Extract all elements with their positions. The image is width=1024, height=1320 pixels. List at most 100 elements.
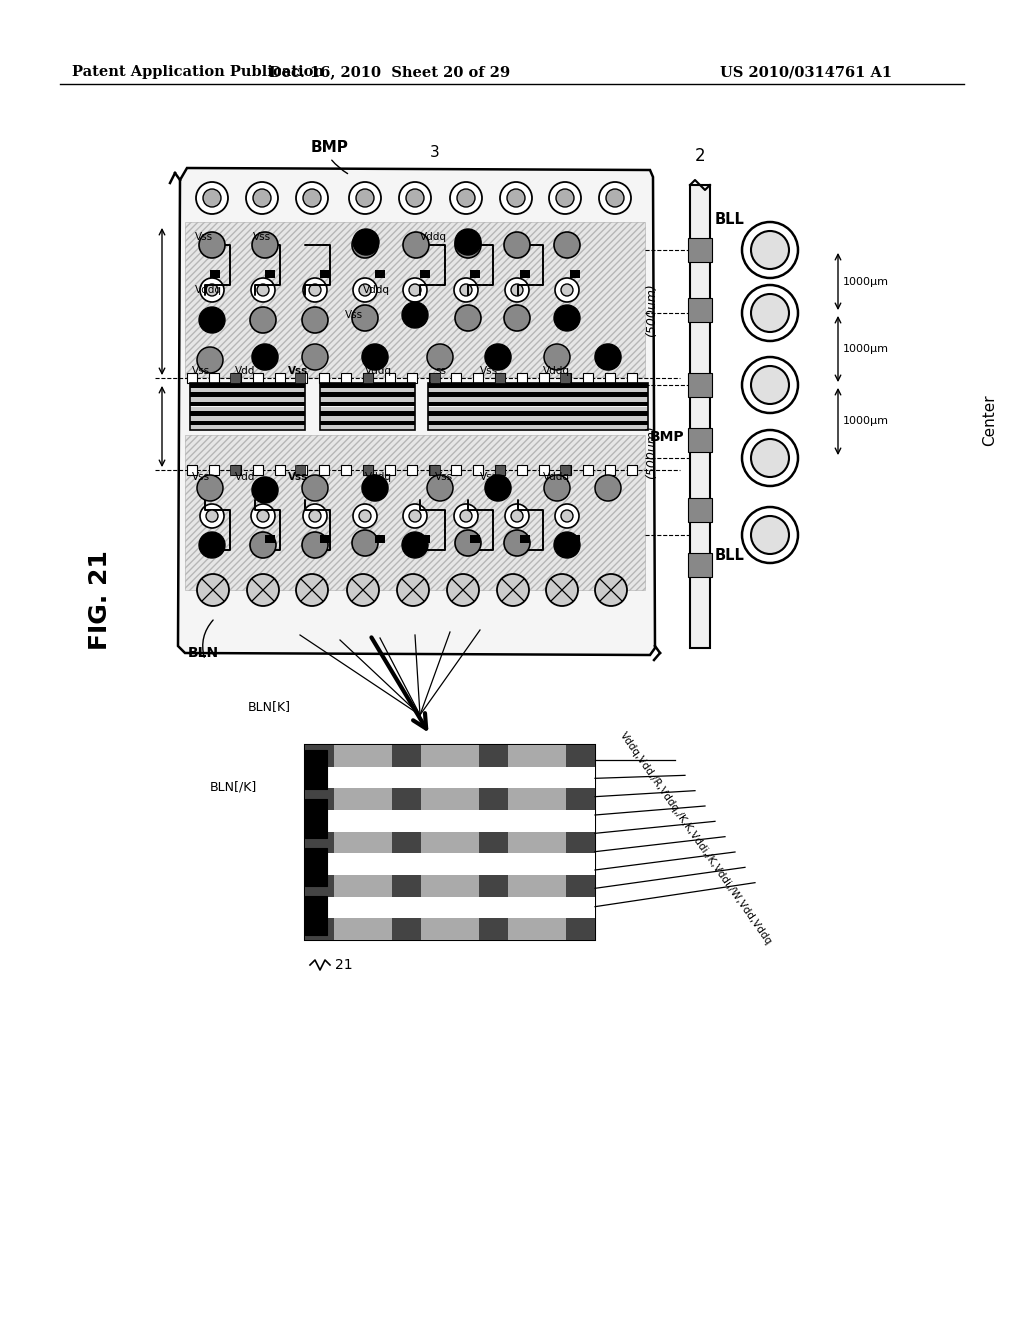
Bar bbox=[319, 388, 415, 392]
Bar bbox=[362, 875, 392, 896]
Bar bbox=[473, 374, 483, 383]
Text: Vss: Vss bbox=[345, 310, 364, 319]
Circle shape bbox=[402, 532, 428, 558]
Circle shape bbox=[554, 232, 580, 257]
Bar bbox=[334, 788, 362, 810]
Bar bbox=[566, 919, 595, 940]
Text: Vss: Vss bbox=[253, 232, 271, 242]
Bar bbox=[561, 374, 571, 383]
Bar bbox=[385, 374, 395, 383]
Text: BLL: BLL bbox=[715, 213, 744, 227]
Text: Vss: Vss bbox=[480, 473, 498, 482]
Bar bbox=[560, 374, 570, 383]
Circle shape bbox=[751, 294, 790, 333]
Bar bbox=[566, 744, 595, 767]
Bar bbox=[392, 832, 421, 853]
Circle shape bbox=[751, 516, 790, 554]
Bar bbox=[690, 185, 710, 648]
Bar bbox=[450, 875, 479, 896]
Bar bbox=[319, 383, 415, 430]
Bar bbox=[231, 374, 241, 383]
Bar bbox=[429, 374, 439, 383]
Text: Patent Application Publication: Patent Application Publication bbox=[72, 65, 324, 79]
Bar bbox=[430, 465, 440, 475]
Bar bbox=[479, 744, 508, 767]
Bar bbox=[305, 896, 595, 919]
Text: 2: 2 bbox=[694, 147, 706, 165]
Bar bbox=[495, 465, 505, 475]
Circle shape bbox=[460, 510, 472, 521]
Circle shape bbox=[353, 279, 377, 302]
Circle shape bbox=[455, 531, 481, 556]
Circle shape bbox=[751, 366, 790, 404]
Circle shape bbox=[742, 285, 798, 341]
Text: Vdd: Vdd bbox=[234, 473, 255, 482]
Text: Dec. 16, 2010  Sheet 20 of 29: Dec. 16, 2010 Sheet 20 of 29 bbox=[269, 65, 511, 79]
Bar bbox=[495, 465, 505, 475]
Text: BMP: BMP bbox=[311, 140, 349, 154]
Circle shape bbox=[359, 284, 371, 296]
Circle shape bbox=[454, 279, 478, 302]
Circle shape bbox=[203, 189, 221, 207]
Circle shape bbox=[500, 182, 532, 214]
Bar bbox=[319, 407, 415, 412]
Text: Vddq: Vddq bbox=[365, 473, 392, 482]
Circle shape bbox=[751, 440, 790, 477]
Circle shape bbox=[544, 345, 570, 370]
Bar bbox=[305, 847, 327, 886]
Bar bbox=[428, 401, 648, 407]
Bar bbox=[185, 222, 645, 378]
Bar bbox=[190, 388, 305, 392]
Bar bbox=[305, 788, 334, 810]
Text: Vddq: Vddq bbox=[420, 232, 447, 242]
Bar bbox=[420, 271, 430, 279]
Bar bbox=[450, 919, 479, 940]
Circle shape bbox=[485, 475, 511, 502]
Bar bbox=[407, 465, 417, 475]
Bar bbox=[473, 465, 483, 475]
Circle shape bbox=[403, 279, 427, 302]
Bar bbox=[392, 788, 421, 810]
Text: Vss: Vss bbox=[435, 473, 454, 482]
Bar bbox=[305, 810, 595, 832]
Text: 1000μm: 1000μm bbox=[843, 345, 889, 354]
Bar bbox=[688, 238, 712, 261]
Bar bbox=[305, 767, 595, 788]
Circle shape bbox=[595, 345, 621, 370]
Bar bbox=[362, 919, 392, 940]
Circle shape bbox=[406, 189, 424, 207]
Circle shape bbox=[561, 284, 573, 296]
Circle shape bbox=[455, 305, 481, 331]
Text: Vddq: Vddq bbox=[195, 285, 222, 294]
Bar bbox=[605, 374, 615, 383]
Circle shape bbox=[504, 232, 530, 257]
Bar bbox=[428, 416, 648, 421]
Text: Vss: Vss bbox=[480, 366, 498, 376]
Bar bbox=[319, 421, 415, 425]
Circle shape bbox=[457, 189, 475, 207]
Bar bbox=[570, 271, 580, 279]
Bar bbox=[334, 832, 362, 853]
Bar bbox=[566, 832, 595, 853]
Bar bbox=[428, 425, 648, 430]
Bar bbox=[421, 744, 450, 767]
Circle shape bbox=[555, 504, 579, 528]
Bar bbox=[319, 383, 415, 388]
Bar bbox=[341, 374, 351, 383]
Text: BLL: BLL bbox=[715, 548, 744, 562]
Text: Vddq,Vdd,/R,Vddq,/K,K,Vddi,/K,Vddi,/W,Vdd,Vddq: Vddq,Vdd,/R,Vddq,/K,K,Vddi,/K,Vddi,/W,Vd… bbox=[618, 730, 774, 946]
Text: BLN: BLN bbox=[188, 645, 219, 660]
Circle shape bbox=[200, 504, 224, 528]
Bar bbox=[209, 465, 219, 475]
Bar bbox=[508, 875, 537, 896]
Bar bbox=[583, 374, 593, 383]
Text: FIG. 21: FIG. 21 bbox=[88, 550, 112, 649]
Circle shape bbox=[742, 222, 798, 279]
Bar bbox=[450, 832, 479, 853]
Circle shape bbox=[549, 182, 581, 214]
Circle shape bbox=[302, 532, 328, 558]
Bar bbox=[688, 553, 712, 577]
Text: Vdd: Vdd bbox=[234, 366, 255, 376]
Circle shape bbox=[399, 182, 431, 214]
Circle shape bbox=[197, 347, 223, 374]
